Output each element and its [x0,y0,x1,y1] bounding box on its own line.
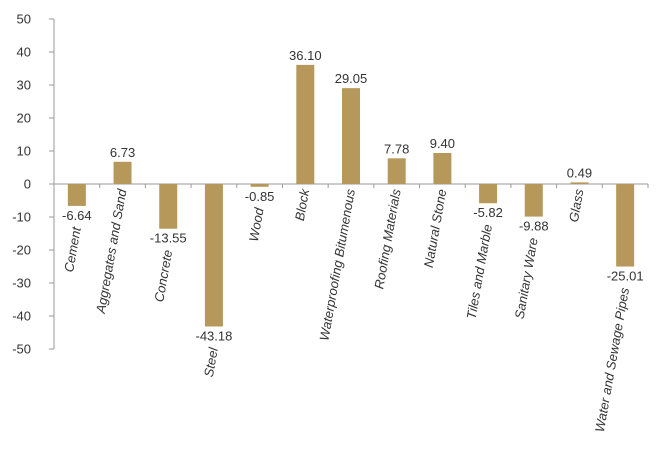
data-label: -13.55 [150,231,187,246]
category-label: Roofing Materials [371,187,403,290]
category-label: Sanitary Ware [512,237,541,320]
y-tick-label: -30 [12,276,31,291]
y-axis-ticks: 50 40 30 20 10 0 -10 -20 -30 -40 -50 [12,12,54,357]
y-tick-label: 10 [17,144,31,159]
category-label: Aggregates and Sand [93,187,130,315]
data-label: -43.18 [195,328,232,343]
category-label: Water and Sewage Pipes [592,286,632,433]
data-labels-group: -6.64 6.73 -13.55 -43.18 -0.85 36.10 29.05 7.78… [62,48,644,344]
data-label: -5.82 [473,205,503,220]
bar [570,182,589,184]
bar [296,64,315,184]
y-tick-label: -10 [12,210,31,225]
category-label: Wood [246,206,267,243]
bars-group [67,64,649,327]
category-label: Concrete [151,249,175,304]
data-label: 29.05 [335,71,368,86]
data-label: 6.73 [110,145,135,160]
bar [387,158,406,184]
category-label: Tiles and Marble [464,223,495,320]
bar [524,184,543,217]
data-label: 9.40 [430,136,455,151]
bar [342,88,360,184]
category-label: Waterproofing Bitumenous [316,187,358,341]
data-label: -25.01 [607,269,644,284]
bar [113,161,132,184]
data-label: -9.88 [519,219,549,234]
bar [204,184,223,327]
data-label: 36.10 [289,48,322,63]
category-label: Block [292,186,313,221]
bar [250,184,269,187]
y-tick-label: 20 [17,111,31,126]
category-label: Natural Stone [421,188,450,269]
data-label: 7.78 [384,141,409,156]
y-tick-label: -40 [12,309,31,324]
bar [67,184,86,206]
bar [616,184,635,267]
y-tick-label: 50 [17,12,31,27]
bar [479,184,498,204]
y-tick-label: -50 [12,342,31,357]
bar [433,152,452,184]
bar [159,184,178,229]
data-label: -0.85 [245,189,275,204]
y-tick-label: 30 [17,78,31,93]
data-label: 0.49 [567,165,592,180]
y-tick-label: 40 [17,45,31,60]
category-label: Steel [201,345,221,378]
category-label: Cement [61,224,84,273]
category-label: Glass [566,187,587,223]
y-tick-label: 0 [24,177,31,192]
data-label: -6.64 [62,208,92,223]
y-tick-label: -20 [12,243,31,258]
